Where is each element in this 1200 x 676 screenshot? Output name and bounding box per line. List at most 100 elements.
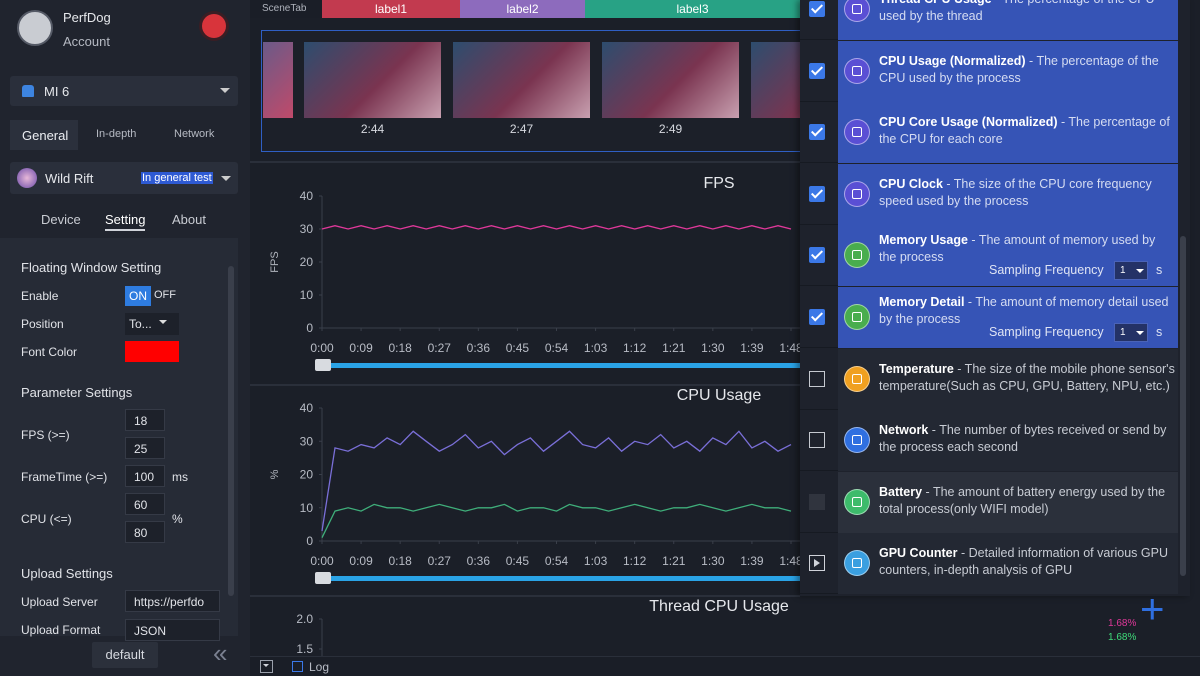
metric-desc: - The size of the mobile phone sensor's …: [879, 361, 1175, 393]
number-input[interactable]: 25: [125, 437, 165, 459]
sampling-select[interactable]: 1: [1114, 323, 1148, 342]
add-button[interactable]: +: [1140, 585, 1165, 632]
account-link[interactable]: Account: [63, 34, 110, 49]
metric-name: CPU Clock: [879, 176, 943, 191]
scene-tab[interactable]: label2: [460, 0, 585, 18]
sampling-select[interactable]: 1: [1114, 261, 1148, 281]
checkbox[interactable]: [809, 62, 825, 79]
x-tick-label: 0:36: [467, 554, 491, 568]
default-button[interactable]: default: [92, 642, 158, 668]
checkbox[interactable]: [809, 247, 825, 264]
metric-bg: [838, 533, 1178, 595]
x-tick-label: 0:27: [428, 554, 452, 568]
collapse-icon[interactable]: «: [213, 638, 228, 668]
metric-row[interactable]: CPU Core Usage (Normalized) - The percen…: [800, 102, 1178, 164]
checkbox[interactable]: [809, 370, 825, 387]
x-tick-label: 1:39: [740, 554, 764, 568]
metric-bg: [838, 163, 1178, 225]
metric-name: Battery: [879, 484, 923, 499]
legend-value: 1.68%: [1108, 632, 1136, 643]
font-color-swatch[interactable]: [125, 341, 179, 362]
metric-name: Temperature: [879, 361, 954, 376]
scene-tab[interactable]: label1: [322, 0, 460, 18]
metric-row[interactable]: Temperature - The size of the mobile pho…: [800, 348, 1178, 410]
metric-row[interactable]: Network - The number of bytes received o…: [800, 410, 1178, 472]
subtab[interactable]: About: [172, 212, 206, 227]
checkbox[interactable]: [809, 124, 825, 141]
metric-name: GPU Counter: [879, 546, 958, 561]
metric-name: CPU Core Usage (Normalized): [879, 115, 1058, 130]
metric-icon: [844, 0, 870, 22]
checkbox[interactable]: [809, 185, 825, 202]
checkbox[interactable]: [809, 432, 825, 449]
setting-label: Upload Settings: [21, 566, 113, 581]
expand-button[interactable]: [809, 555, 825, 572]
metric-icon: [844, 180, 870, 207]
scrubber-handle: [315, 359, 331, 371]
metric-text: Memory Usage - The amount of memory used…: [879, 232, 1175, 266]
y-tick-label: 0: [306, 321, 313, 335]
number-input[interactable]: 18: [125, 409, 165, 431]
metric-desc: - The percentage of the CPU used by the …: [879, 53, 1159, 85]
y-tick-label: 0: [306, 534, 313, 548]
sampling-unit: s: [1156, 325, 1163, 339]
metric-icon: [844, 57, 870, 84]
metric-row[interactable]: Memory Detail - The amount of memory det…: [800, 287, 1178, 348]
sampling-caret: [1136, 269, 1144, 277]
toggle-off[interactable]: OFF: [154, 289, 176, 301]
setting-label: FPS (>=): [21, 428, 70, 442]
thumb-time: 2:49: [658, 122, 683, 136]
x-tick-label: 0:00: [310, 554, 334, 568]
metric-row[interactable]: CPU Clock - The size of the CPU core fre…: [800, 163, 1178, 225]
setting-label: CPU (<=): [21, 512, 72, 526]
user-name: PerfDog: [63, 10, 111, 25]
chart-title: FPS: [703, 175, 734, 192]
metric-text: Thread CPU Usage - The percentage of the…: [879, 0, 1175, 25]
tab[interactable]: General: [22, 128, 69, 143]
log-checkbox[interactable]: [292, 661, 303, 672]
tab[interactable]: In-depth: [96, 128, 137, 140]
metric-row[interactable]: Battery - The amount of battery energy u…: [800, 471, 1178, 533]
number-input[interactable]: 100: [125, 465, 165, 487]
settings-scrollbar: [228, 266, 234, 596]
subtab[interactable]: Setting: [105, 212, 146, 231]
setting-label: Position: [21, 317, 64, 331]
number-input[interactable]: 60: [125, 493, 165, 515]
toggle-on[interactable]: ON: [125, 286, 151, 306]
x-tick-label: 0:45: [506, 341, 530, 355]
tab[interactable]: Network: [174, 128, 215, 140]
metric-desc: - The number of bytes received or send b…: [879, 423, 1167, 455]
metric-bg: [838, 348, 1178, 410]
metric-row[interactable]: Thread CPU Usage - The percentage of the…: [800, 0, 1178, 40]
checkbox[interactable]: [809, 1, 825, 17]
app-caret: [221, 176, 231, 186]
scene-label: SceneTab: [262, 3, 307, 14]
metric-icon: [844, 488, 870, 515]
metric-name: Memory Detail: [879, 295, 965, 309]
position-select[interactable]: To...: [125, 313, 179, 335]
number-input[interactable]: 80: [125, 521, 165, 543]
subtab[interactable]: Device: [41, 212, 81, 227]
checkbox[interactable]: [809, 493, 825, 510]
x-tick-label: 0:54: [545, 341, 569, 355]
thumb-time: 2:47: [509, 122, 534, 136]
record-button[interactable]: [202, 14, 226, 38]
metric-icon-glyph: [852, 558, 862, 569]
x-tick-label: 1:48: [779, 554, 803, 568]
setting-label: Upload Format: [21, 623, 101, 637]
device-select[interactable]: [10, 76, 238, 106]
sampling-label: Sampling Frequency: [989, 325, 1104, 339]
footer-toggle[interactable]: [260, 660, 273, 673]
metric-row[interactable]: Memory Usage - The amount of memory used…: [800, 225, 1178, 287]
scene-tab[interactable]: label3: [585, 0, 800, 18]
number-input[interactable]: JSON: [125, 619, 220, 641]
checkbox[interactable]: [809, 309, 825, 325]
checkmark: [810, 309, 824, 322]
time-scrubber: [322, 363, 800, 368]
number-input[interactable]: https://perfdo: [125, 590, 220, 612]
metric-row[interactable]: CPU Usage (Normalized) - The percentage …: [800, 40, 1178, 102]
metric-name: Network: [879, 423, 929, 438]
metric-bg: [838, 40, 1178, 102]
metric-row[interactable]: GPU Counter - Detailed information of va…: [800, 533, 1178, 595]
